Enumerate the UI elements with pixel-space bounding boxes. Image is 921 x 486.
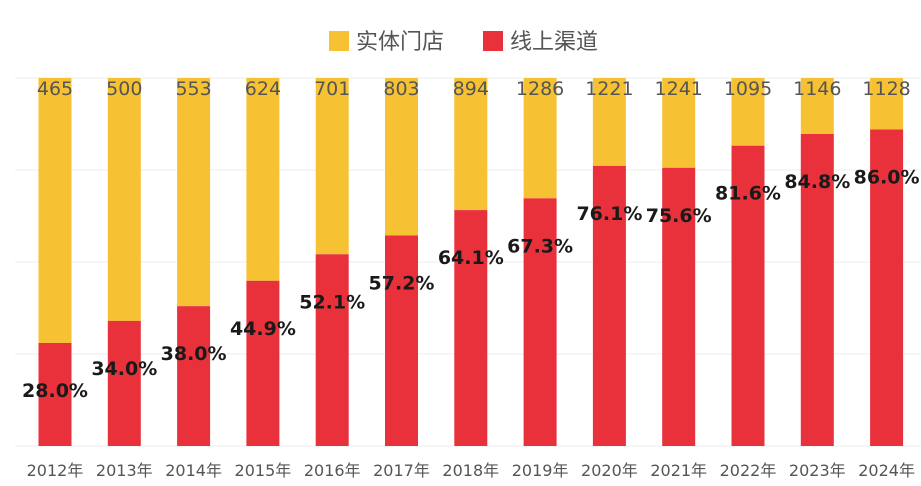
bar-online [800, 133, 834, 446]
data-labels: 465 28.0% 500 34.0% 553 38.0% 624 44.9% 701 52.1%… [22, 78, 920, 402]
percent-label: 76.1% [576, 203, 642, 225]
legend-swatch-store [329, 31, 349, 51]
total-label: 803 [383, 78, 419, 100]
x-tick-label: 2022年 [720, 461, 777, 480]
percent-label: 52.1% [299, 291, 365, 313]
percent-label: 67.3% [507, 235, 573, 257]
total-label: 1128 [862, 78, 910, 100]
bar-store [315, 78, 349, 255]
x-tick-label: 2023年 [789, 461, 846, 480]
percent-label: 64.1% [438, 247, 504, 269]
total-label: 1221 [585, 78, 633, 100]
bar-online [246, 280, 280, 446]
bar-store [731, 78, 765, 146]
x-tick-label: 2013年 [96, 461, 153, 480]
percent-label: 38.0% [161, 343, 227, 365]
bar-online [523, 198, 557, 446]
bar-online [870, 129, 904, 446]
legend-label-online: 线上渠道 [510, 30, 598, 55]
x-axis: 2012年 2013年 2014年 2015年 2016年 2017年 2018年 2019年… [27, 461, 915, 480]
x-tick-label: 2012年 [27, 461, 84, 480]
bar-online [454, 210, 488, 446]
total-label: 553 [175, 78, 211, 100]
total-label: 465 [37, 78, 73, 100]
bars [38, 78, 904, 447]
total-label: 500 [106, 78, 142, 100]
bar-online [107, 320, 141, 446]
bar-store [870, 78, 904, 130]
bar-store [662, 78, 696, 168]
total-label: 1286 [516, 78, 564, 100]
x-tick-label: 2017年 [373, 461, 430, 480]
bar-online [38, 342, 72, 446]
total-label: 894 [453, 78, 489, 100]
percent-label: 86.0% [854, 167, 920, 189]
total-label: 701 [314, 78, 350, 100]
bar-store [177, 78, 211, 307]
percent-label: 84.8% [784, 171, 850, 193]
percent-label: 34.0% [91, 358, 157, 380]
x-tick-label: 2019年 [512, 461, 569, 480]
bar-store [800, 78, 834, 134]
percent-label: 28.0% [22, 380, 88, 402]
total-label: 624 [245, 78, 281, 100]
bar-online [177, 306, 211, 446]
bar-online [315, 254, 349, 446]
x-tick-label: 2015年 [235, 461, 292, 480]
x-tick-label: 2016年 [304, 461, 361, 480]
x-tick-label: 2018年 [442, 461, 499, 480]
percent-label: 81.6% [715, 183, 781, 205]
total-label: 1241 [655, 78, 703, 100]
x-tick-label: 2024年 [858, 461, 915, 480]
x-tick-label: 2020年 [581, 461, 638, 480]
x-tick-label: 2021年 [650, 461, 707, 480]
bar-store [523, 78, 557, 199]
bar-store [246, 78, 280, 281]
bar-store [385, 78, 418, 236]
percent-label: 57.2% [369, 273, 435, 295]
bar-store [454, 78, 488, 211]
total-label: 1095 [724, 78, 772, 100]
total-label: 1146 [793, 78, 841, 100]
legend-label-store: 实体门店 [356, 30, 444, 55]
bar-online [385, 235, 418, 446]
bar-online [731, 145, 765, 446]
bar-online [592, 165, 626, 446]
legend: 实体门店 线上渠道 [329, 30, 598, 55]
percent-label: 44.9% [230, 318, 296, 340]
percent-label: 75.6% [646, 205, 712, 227]
bar-store [592, 78, 626, 166]
bar-store [38, 78, 72, 343]
bar-online [662, 167, 696, 447]
bar-store [107, 78, 141, 321]
legend-swatch-online [483, 31, 503, 51]
x-tick-label: 2014年 [165, 461, 222, 480]
